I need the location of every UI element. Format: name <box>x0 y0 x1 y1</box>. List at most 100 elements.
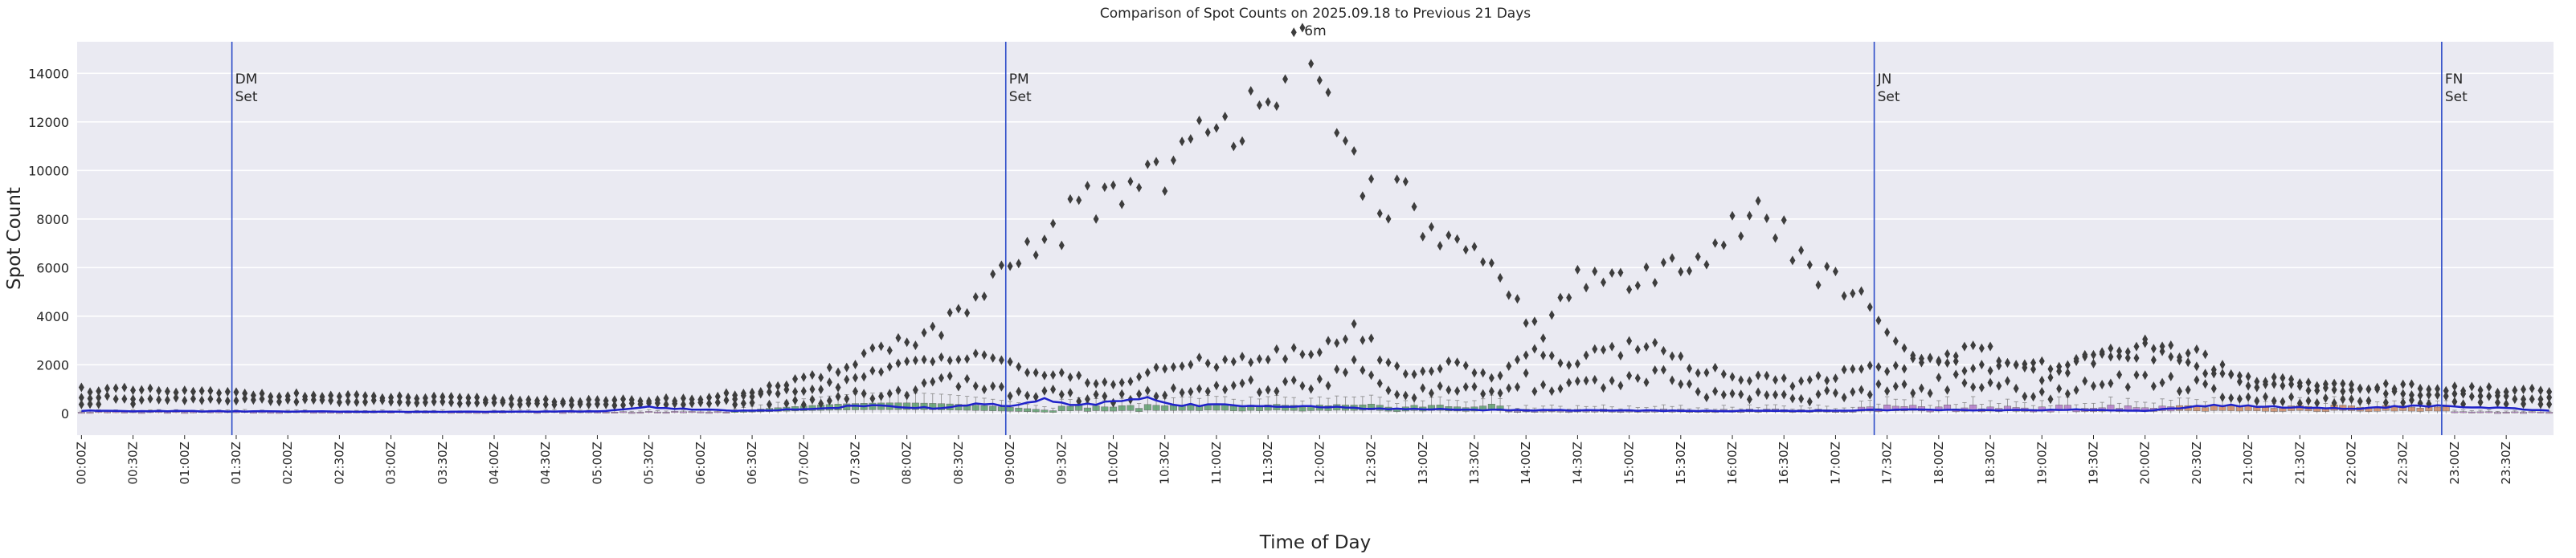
outlier-point <box>1368 173 1375 184</box>
outlier-point <box>1282 74 1289 84</box>
box-body <box>671 411 679 413</box>
outlier-point <box>2245 372 2251 382</box>
outlier-point <box>1488 258 1494 268</box>
outlier-point <box>1016 259 1022 269</box>
outlier-point <box>1669 253 1675 263</box>
outlier-point <box>1643 377 1650 388</box>
outlier-point <box>1411 202 1417 212</box>
outlier-point <box>861 389 867 399</box>
outlier-point <box>1506 361 1512 372</box>
x-tick-label: 04:30Z <box>538 442 553 485</box>
outlier-point <box>1222 112 1229 122</box>
outlier-point <box>2331 385 2337 395</box>
outlier-point <box>990 381 996 391</box>
outlier-point <box>654 398 660 409</box>
outlier-point <box>1213 123 1220 133</box>
outlier-point <box>1687 266 1693 276</box>
outlier-point <box>1678 379 1684 389</box>
outlier-point <box>198 395 205 405</box>
outlier-point <box>1600 344 1606 355</box>
y-tick-label: 12000 <box>28 115 69 130</box>
outlier-point <box>2013 360 2019 370</box>
outlier-point <box>1462 245 1469 255</box>
x-tick-label: 13:00Z <box>1416 442 1430 485</box>
outlier-point <box>1617 350 1624 360</box>
outlier-point <box>2004 358 2010 369</box>
box-body <box>2528 411 2536 413</box>
outlier-point <box>2443 385 2449 396</box>
outlier-point <box>1325 88 1331 98</box>
outlier-point <box>1274 386 1280 397</box>
y-tick-label: 6000 <box>36 260 69 275</box>
outlier-point <box>2417 390 2423 401</box>
outlier-series <box>78 22 2553 411</box>
outlier-point <box>2168 340 2174 351</box>
outlier-point <box>542 399 549 409</box>
outlier-point <box>1076 370 1082 381</box>
outlier-point <box>1480 257 1486 267</box>
outlier-point <box>663 393 669 403</box>
outlier-point <box>921 354 927 365</box>
outlier-point <box>1703 368 1710 378</box>
outlier-point <box>276 397 282 407</box>
outlier-point <box>1420 231 1426 242</box>
outlier-point <box>998 381 1004 392</box>
outlier-point <box>112 383 119 393</box>
outlier-point <box>173 393 179 403</box>
outlier-point <box>1523 350 1529 360</box>
box-body <box>1152 405 1160 411</box>
outlier-point <box>1402 390 1409 401</box>
outlier-point <box>2090 358 2096 369</box>
outlier-point <box>1007 391 1013 401</box>
outlier-point <box>1016 361 1022 372</box>
outlier-point <box>818 385 824 395</box>
outlier-point <box>1067 372 1073 382</box>
outlier-point <box>2263 392 2269 402</box>
outlier-point <box>250 395 256 405</box>
outlier-point <box>508 399 514 409</box>
outlier-point <box>1634 344 1641 355</box>
outlier-point <box>405 397 411 408</box>
box-body <box>2416 407 2424 412</box>
outlier-point <box>1462 360 1469 371</box>
outlier-point <box>1420 366 1426 377</box>
outlier-point <box>1944 385 1951 395</box>
outlier-point <box>2435 389 2441 400</box>
outlier-point <box>2365 384 2372 394</box>
x-tick-label: 17:00Z <box>1828 442 1842 485</box>
outlier-point <box>233 387 239 397</box>
y-axis-ticks: 0 2000 4000 6000 8000 10000 12000 14000 <box>28 66 69 421</box>
x-tick-label: 15:00Z <box>1622 442 1637 485</box>
outlier-point <box>1746 210 1752 221</box>
outlier-point <box>800 386 807 397</box>
box-body <box>2434 406 2442 412</box>
outlier-point <box>542 394 549 405</box>
x-tick-label: 19:00Z <box>2034 442 2049 485</box>
outlier-point <box>1248 86 1254 96</box>
x-tick-label: 16:30Z <box>1777 442 1791 485</box>
outlier-point <box>930 356 936 367</box>
outlier-point <box>1669 375 1675 385</box>
outlier-point <box>414 397 420 408</box>
outlier-point <box>1222 354 1229 365</box>
y-tick-label: 14000 <box>28 66 69 81</box>
chart-title: Comparison of Spot Counts on 2025.09.18 … <box>1100 6 1531 22</box>
plot-background <box>77 42 2554 435</box>
box-body <box>1109 406 1118 412</box>
box-body <box>929 403 937 410</box>
outlier-point <box>1325 381 1331 391</box>
outlier-point <box>1858 364 1865 374</box>
outlier-point <box>164 386 170 397</box>
outlier-point <box>947 308 953 318</box>
outlier-point <box>2108 343 2114 353</box>
outlier-point <box>2210 383 2217 393</box>
outlier-point <box>1952 369 1959 380</box>
outlier-point <box>930 377 936 387</box>
outlier-point <box>1703 393 1710 403</box>
outlier-point <box>1987 341 1993 352</box>
box-body <box>1032 409 1040 413</box>
x-tick-label: 16:00Z <box>1725 442 1740 485</box>
outlier-point <box>835 391 841 401</box>
outlier-point <box>2047 373 2054 383</box>
outlier-point <box>1050 369 1057 380</box>
